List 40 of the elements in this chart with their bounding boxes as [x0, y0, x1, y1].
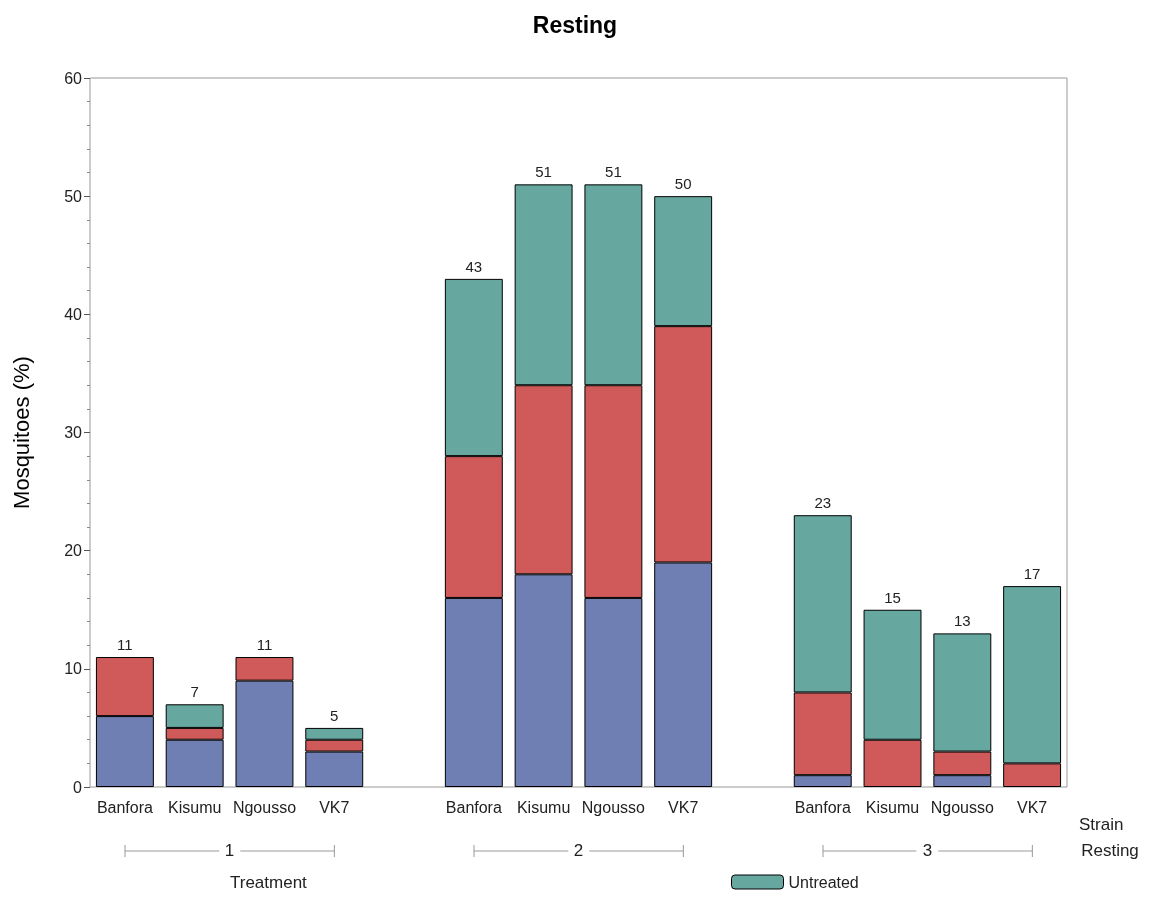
- text: Resting: [1080, 841, 1140, 861]
- total-label: 50: [674, 175, 692, 193]
- x-tick-label: Kisumu: [865, 798, 920, 816]
- total-label: 51: [605, 163, 622, 181]
- y-axis-title: Mosquitoes (%): [8, 356, 34, 509]
- total-label: 51: [535, 163, 552, 181]
- x-tick-label: VK7: [668, 798, 699, 816]
- total-label: 13: [953, 612, 971, 630]
- y-tick-label: 50: [64, 187, 83, 205]
- text: 1: [218, 841, 241, 861]
- legend-title: Treatment: [230, 873, 308, 892]
- x-tick-label: Banfora: [445, 798, 502, 816]
- y-tick-label: 0: [73, 778, 83, 796]
- x-tick-label: Kisumu: [516, 798, 571, 816]
- total-label: 23: [814, 494, 832, 512]
- total-label: 7: [190, 683, 199, 701]
- x-tick-label: Kisumu: [168, 798, 222, 816]
- x-axis-title: Strain: [1079, 815, 1124, 834]
- chart-title: Resting: [532, 11, 618, 38]
- y-tick-label: 60: [64, 69, 83, 87]
- total-label: 11: [117, 636, 133, 654]
- x-tick-label: Ngousso: [232, 798, 297, 816]
- text: 2: [567, 841, 590, 861]
- text: 3: [916, 841, 939, 861]
- x-tick-label: Banfora: [96, 798, 154, 816]
- total-label: 11: [256, 636, 273, 654]
- x-tick-label: Ngousso: [930, 798, 994, 816]
- x-tick-label: VK7: [319, 798, 350, 816]
- y-tick-label: 40: [64, 305, 83, 323]
- legend-label: Untreated: [788, 873, 859, 891]
- y-tick-label: 10: [64, 660, 83, 678]
- y-tick-label: 30: [64, 424, 83, 441]
- x-tick-label: Banfora: [794, 798, 851, 816]
- x-tick-label: Ngousso: [581, 798, 646, 816]
- total-label: 17: [1023, 565, 1041, 583]
- total-label: 15: [884, 588, 901, 606]
- total-label: 5: [330, 706, 339, 724]
- x-tick-label: VK7: [1016, 798, 1048, 816]
- total-label: 43: [465, 257, 483, 275]
- y-tick-label: 20: [64, 542, 83, 560]
